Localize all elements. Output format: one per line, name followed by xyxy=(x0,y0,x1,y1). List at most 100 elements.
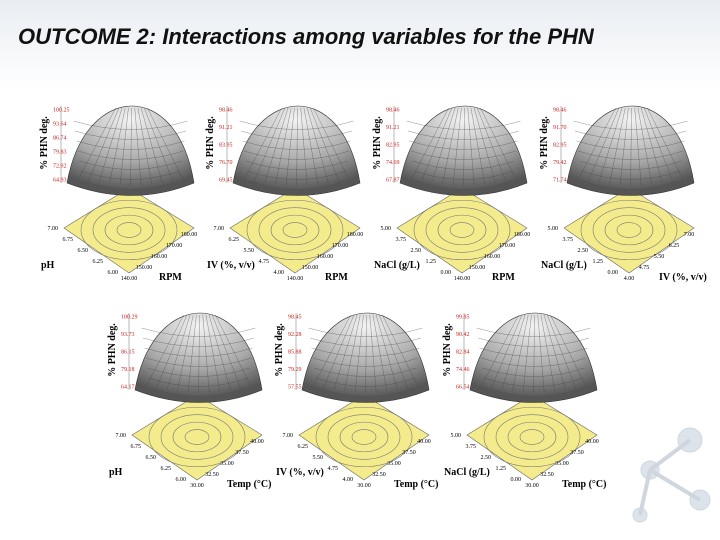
mesh-line xyxy=(205,314,220,392)
contour-line xyxy=(495,414,569,460)
z-tick-label: 86.74 xyxy=(53,135,67,141)
x-tick-label: 1.25 xyxy=(426,259,437,265)
z-tick-label: 98.46 xyxy=(553,107,567,113)
mesh-line xyxy=(634,107,642,186)
contour-line xyxy=(184,429,210,445)
contour-line xyxy=(580,199,678,261)
mesh-line xyxy=(98,107,123,183)
x-tick-label: 1.25 xyxy=(496,466,507,472)
contour-base xyxy=(131,394,263,481)
mesh-line xyxy=(264,107,289,183)
z-tick-label: 66.54 xyxy=(456,384,470,390)
mesh-line xyxy=(198,314,200,393)
mesh-line xyxy=(543,314,566,391)
mesh-line xyxy=(431,107,456,183)
contour-line xyxy=(282,222,308,238)
contour-line xyxy=(425,207,499,253)
mesh-line xyxy=(577,150,684,160)
mesh-line xyxy=(130,107,132,186)
contour-line xyxy=(437,214,487,246)
y-tick-label: 32.50 xyxy=(205,472,219,478)
y-axis-label: IV (%, v/v) xyxy=(659,272,707,283)
surface-plot: % PHN deg.98.46 91.21 82.95 74.69 67.87 5.00 3… xyxy=(370,88,530,288)
z-tick-label: 99.85 xyxy=(456,314,470,320)
mesh-line xyxy=(647,107,684,181)
mesh-line xyxy=(246,170,347,180)
mesh-line xyxy=(640,107,663,184)
y-tick-label: 37.50 xyxy=(402,450,416,456)
y-tick-label: 30.00 xyxy=(190,483,204,489)
mesh-line xyxy=(245,160,348,170)
mesh-line xyxy=(82,180,179,190)
x-tick-label: 6.25 xyxy=(229,237,240,243)
surface-plot: % PHN deg.98.45 92.28 85.88 79.29 57.55 7.00 6… xyxy=(272,295,438,495)
x-tick-label: 6.50 xyxy=(78,248,89,254)
z-tick-label: 86.15 xyxy=(121,349,135,355)
y-tick-label: 150.00 xyxy=(469,265,486,271)
x-tick-label: 0.00 xyxy=(441,270,452,276)
mesh-line xyxy=(576,140,685,150)
mesh-line xyxy=(382,314,419,388)
mesh-line xyxy=(215,314,252,388)
response-surface xyxy=(399,105,528,196)
x-tick-label: 3.75 xyxy=(563,237,574,243)
contour-line xyxy=(604,214,654,246)
mesh-line xyxy=(79,160,182,170)
surface-plot: % PHN deg.100.25 93.64 86.74 79.83 72.92 64.9… xyxy=(37,88,197,288)
molecule-decoration xyxy=(632,427,711,523)
contour-line xyxy=(104,214,154,246)
x-tick-label: 6.75 xyxy=(131,444,142,450)
x-tick-label: 7.00 xyxy=(214,226,225,232)
mesh-line xyxy=(313,107,350,181)
mesh-line xyxy=(479,347,588,357)
z-tick-label: 82.84 xyxy=(456,349,470,355)
x-tick-label: 7.00 xyxy=(283,433,294,439)
mesh-line xyxy=(609,107,626,184)
x-tick-label: 6.50 xyxy=(146,455,157,461)
y-tick-label: 4.75 xyxy=(639,265,650,271)
mesh-line xyxy=(150,387,247,397)
z-axis-label: % PHN deg. xyxy=(372,116,383,170)
z-tick-label: 64.93 xyxy=(53,177,67,183)
contour-line xyxy=(172,421,222,453)
panels: % PHN deg.100.2593.6486.7479.8372.9264.9… xyxy=(37,88,707,495)
x-tick-label: 6.75 xyxy=(63,237,74,243)
y-tick-label: 32.50 xyxy=(540,472,554,478)
mesh-line xyxy=(187,314,197,392)
mesh-line xyxy=(480,314,519,388)
mesh-line xyxy=(76,140,185,150)
x-tick-label: 2.50 xyxy=(578,248,589,254)
mesh-line xyxy=(619,107,629,185)
mesh-line xyxy=(166,314,191,390)
response-surface xyxy=(66,105,195,196)
x-tick-label: 5.00 xyxy=(548,226,559,232)
y-tick-label: 40.00 xyxy=(585,439,599,445)
z-tick-label: 83.95 xyxy=(219,142,233,148)
mesh-line xyxy=(311,347,420,357)
mesh-line xyxy=(303,107,318,185)
y-axis-label: Temp (°C) xyxy=(562,479,606,490)
mesh-line xyxy=(314,367,417,377)
mesh-line xyxy=(145,314,184,388)
mesh-line xyxy=(410,107,449,181)
z-axis-label: % PHN deg. xyxy=(205,116,216,170)
contour-line xyxy=(315,406,413,468)
mesh-line xyxy=(147,107,184,181)
mesh-line xyxy=(243,150,350,160)
y-tick-label: 40.00 xyxy=(250,439,264,445)
mesh-line xyxy=(415,180,512,190)
mesh-line xyxy=(88,107,119,182)
x-tick-label: 6.00 xyxy=(176,477,187,483)
z-axis-label: % PHN deg. xyxy=(274,323,285,377)
z-tick-label: 98.46 xyxy=(219,107,233,113)
response-surface xyxy=(469,312,598,403)
x-axis-label: IV (%, v/v) xyxy=(207,260,255,271)
mesh-line xyxy=(630,107,632,186)
mesh-line xyxy=(375,314,398,391)
mesh-line xyxy=(80,170,181,180)
mesh-line xyxy=(77,107,116,181)
z-tick-label: 90.42 xyxy=(456,332,470,338)
mesh-line xyxy=(119,107,129,185)
mesh-line xyxy=(579,160,682,170)
z-tick-label: 79.29 xyxy=(288,367,302,373)
